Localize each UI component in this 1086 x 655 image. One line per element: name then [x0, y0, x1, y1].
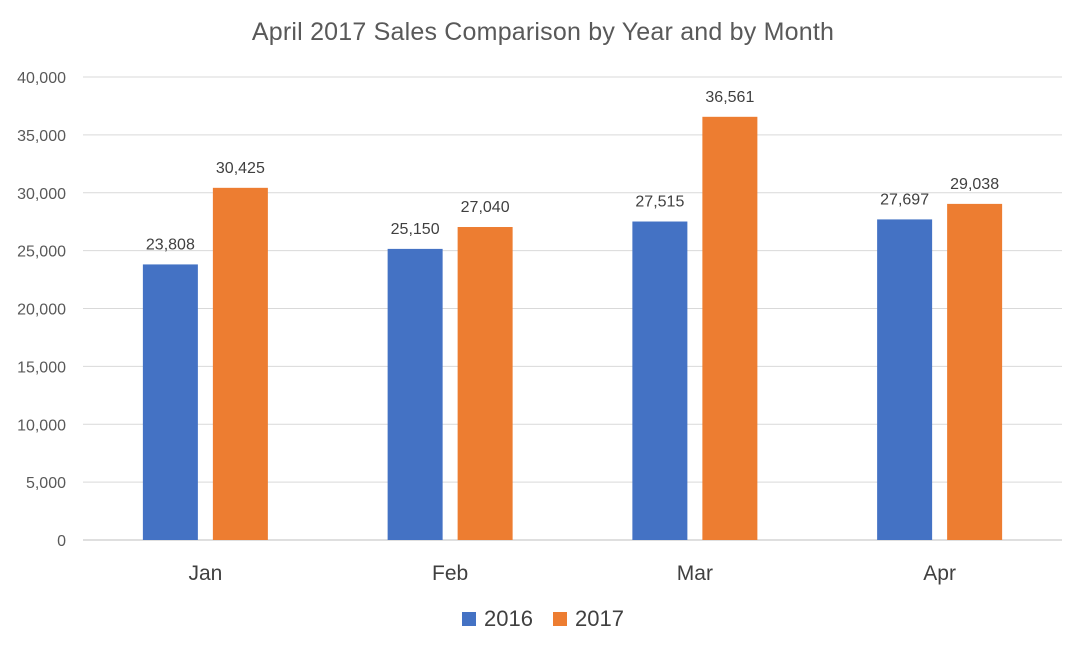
- y-tick-label: 30,000: [17, 186, 66, 203]
- bar-2016-mar: [632, 221, 688, 541]
- data-label: 36,561: [705, 89, 754, 106]
- bar-2017-mar: [702, 116, 758, 540]
- x-tick-label: Apr: [923, 562, 956, 585]
- data-label: 27,697: [880, 191, 929, 208]
- data-label: 23,808: [146, 236, 195, 253]
- legend: 2016 2017: [0, 606, 1086, 632]
- legend-swatch-2017: [553, 612, 567, 626]
- bar-2017-apr: [947, 203, 1003, 541]
- legend-swatch-2016: [462, 612, 477, 626]
- y-tick-label: 0: [57, 533, 66, 550]
- y-tick-label: 15,000: [17, 359, 66, 376]
- legend-label-2016: 2016: [484, 606, 533, 631]
- legend-label-2017: 2017: [575, 606, 624, 631]
- legend-item-2016: 2016: [462, 606, 533, 632]
- x-tick-label: Mar: [677, 562, 713, 585]
- data-label: 27,515: [635, 194, 684, 211]
- y-tick-label: 35,000: [17, 128, 66, 145]
- y-tick-label: 10,000: [17, 417, 66, 434]
- y-tick-label: 20,000: [17, 302, 66, 319]
- bar-2017-jan: [212, 187, 268, 540]
- data-label: 27,040: [461, 199, 510, 216]
- y-tick-label: 40,000: [17, 70, 66, 87]
- data-label: 30,425: [216, 160, 265, 177]
- y-tick-label: 25,000: [17, 244, 66, 261]
- data-label: 29,038: [950, 176, 999, 193]
- x-tick-label: Jan: [188, 562, 222, 585]
- y-tick-label: 5,000: [26, 475, 66, 492]
- legend-item-2017: 2017: [553, 606, 624, 632]
- bar-2016-feb: [387, 248, 443, 541]
- data-label: 25,150: [391, 221, 440, 238]
- chart-title: April 2017 Sales Comparison by Year and …: [251, 18, 835, 46]
- bar-2016-apr: [877, 219, 933, 540]
- x-tick-label: Feb: [432, 562, 468, 585]
- bar-2017-feb: [457, 227, 513, 540]
- bar-2016-jan: [142, 264, 198, 540]
